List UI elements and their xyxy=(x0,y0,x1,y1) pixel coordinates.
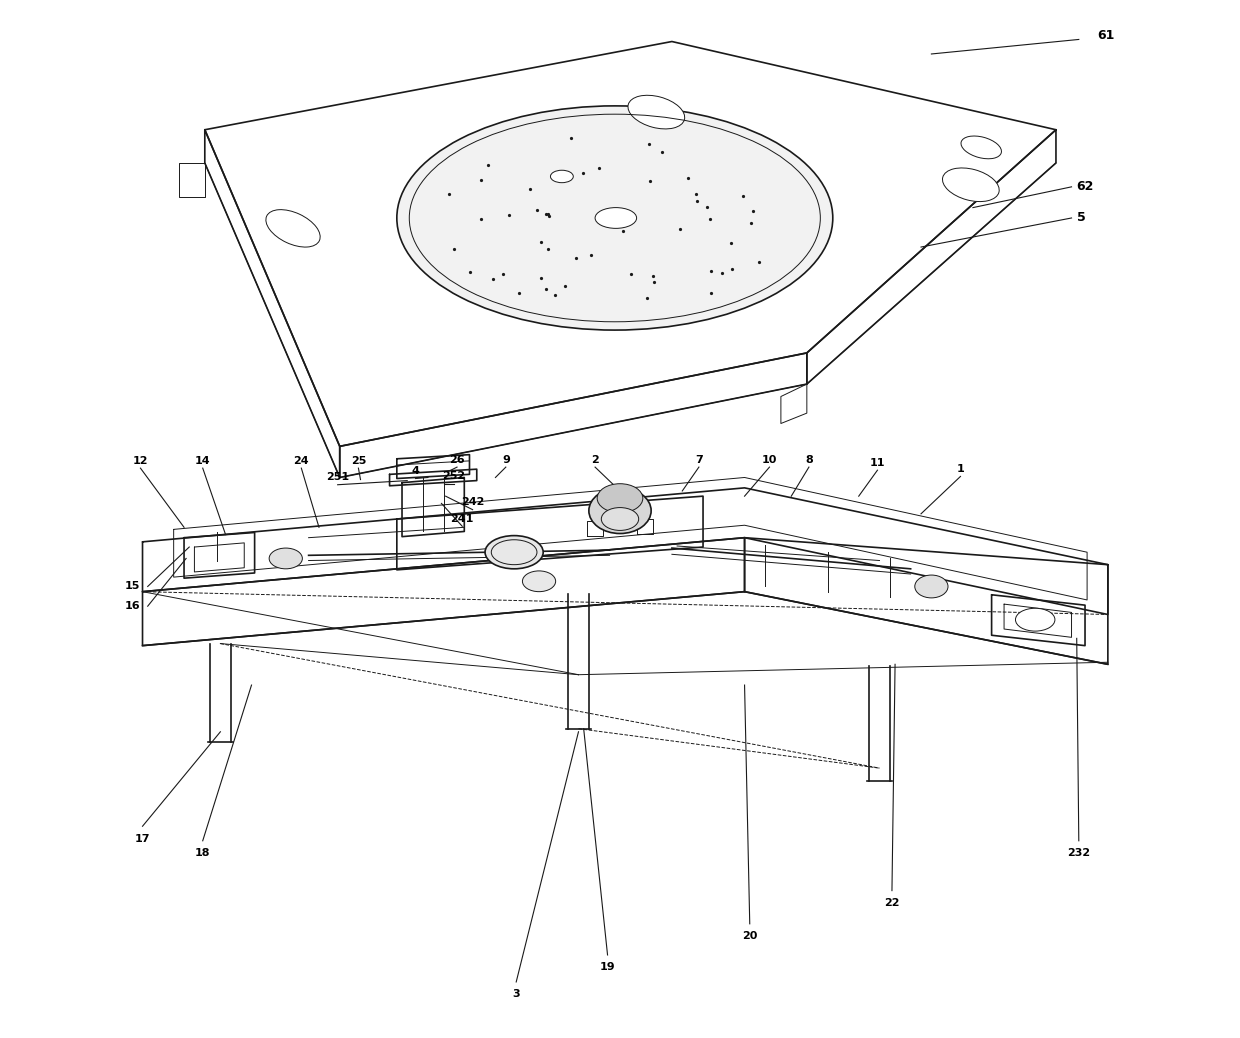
Text: 11: 11 xyxy=(869,458,885,468)
Ellipse shape xyxy=(485,536,543,569)
Text: 22: 22 xyxy=(884,898,900,908)
Text: 242: 242 xyxy=(461,497,485,508)
Text: 241: 241 xyxy=(450,514,474,524)
Text: 10: 10 xyxy=(761,455,777,465)
Ellipse shape xyxy=(1016,608,1055,631)
Text: 1: 1 xyxy=(956,464,965,474)
Ellipse shape xyxy=(551,170,573,183)
Ellipse shape xyxy=(942,168,999,201)
Ellipse shape xyxy=(595,208,636,228)
Text: 20: 20 xyxy=(742,931,758,941)
Text: 18: 18 xyxy=(195,848,211,858)
Text: 2: 2 xyxy=(591,455,599,465)
Text: 5: 5 xyxy=(1076,212,1085,224)
Ellipse shape xyxy=(269,548,303,569)
Text: 61: 61 xyxy=(1097,29,1115,42)
Text: 9: 9 xyxy=(502,455,510,465)
Ellipse shape xyxy=(265,210,320,247)
Text: 62: 62 xyxy=(1076,181,1094,193)
Ellipse shape xyxy=(598,484,642,513)
Text: 26: 26 xyxy=(449,455,465,465)
Text: 15: 15 xyxy=(124,581,140,592)
Ellipse shape xyxy=(397,106,833,330)
Text: 16: 16 xyxy=(124,601,140,611)
Text: 252: 252 xyxy=(443,471,465,482)
Text: 4: 4 xyxy=(412,466,419,476)
Text: 3: 3 xyxy=(512,989,520,1000)
Ellipse shape xyxy=(522,571,556,592)
Text: 12: 12 xyxy=(133,456,149,466)
Text: 8: 8 xyxy=(805,455,812,465)
Text: 19: 19 xyxy=(600,962,615,973)
Ellipse shape xyxy=(627,95,684,129)
Ellipse shape xyxy=(589,488,651,534)
Text: 25: 25 xyxy=(351,456,366,466)
Text: 232: 232 xyxy=(1068,848,1090,858)
Text: 14: 14 xyxy=(195,456,211,466)
Text: 7: 7 xyxy=(694,455,703,465)
Text: 24: 24 xyxy=(294,456,309,466)
Ellipse shape xyxy=(915,575,949,598)
Text: 17: 17 xyxy=(135,834,150,844)
Ellipse shape xyxy=(601,508,639,530)
Text: 251: 251 xyxy=(326,472,350,483)
Ellipse shape xyxy=(961,136,1002,159)
